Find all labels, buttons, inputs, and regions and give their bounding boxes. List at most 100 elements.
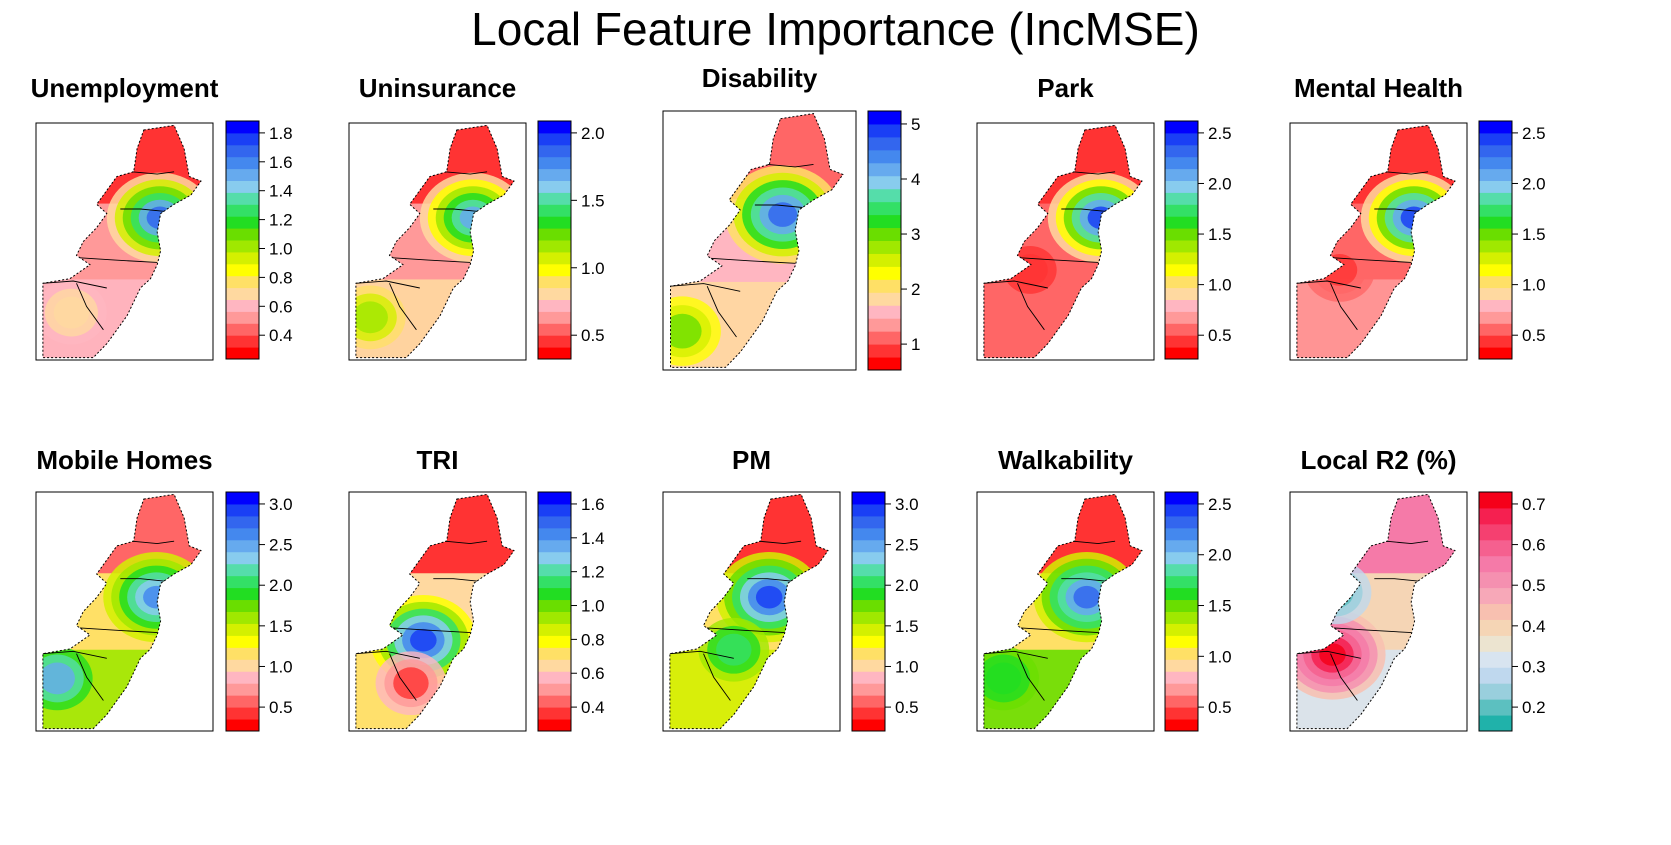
legend-swatch [868,111,901,125]
color-legend: 2.5 2.0 1.5 1.0 0.5 [1164,491,1232,732]
legend-swatch [538,539,571,553]
legend-swatch [1479,299,1512,312]
state-border [758,540,802,545]
legend-swatch [868,240,901,254]
legend-tick-label: 1.5 [1208,597,1232,616]
legend-tick-label: 2.5 [895,536,919,555]
color-legend: 2.5 2.0 1.5 1.0 0.5 [1478,120,1546,360]
legend-swatch [852,539,885,553]
legend-swatch [1479,132,1512,146]
map-panel: Walkability 2.5 2.0 1.5 1.0 0.5 [976,445,1232,732]
legend-swatch [868,344,901,358]
region-outline [983,493,1143,730]
state-border [42,650,107,659]
legend-swatch [868,214,901,229]
legend-swatch [1165,228,1198,241]
legend-tick-label: 1.4 [581,529,605,548]
legend-tick-label: 2.0 [1208,546,1232,565]
legend-tick-label: 0.3 [1522,657,1546,676]
legend-swatch [1479,587,1512,605]
legend-swatch [538,695,571,708]
state-border [120,208,165,212]
legend-swatch [1479,539,1512,557]
region-outline [1296,124,1456,359]
legend-tick-label: 0.5 [581,326,605,345]
legend-swatch [538,503,571,517]
legend-swatch [1165,599,1198,612]
panel-title: Uninsurance [359,73,517,103]
legend-frame [1164,491,1199,732]
legend-frame [1164,120,1199,360]
legend-swatch [868,227,901,241]
map-panel: Disability 5 4 3 2 1 [662,63,920,371]
legend-tick-label: 0.2 [1522,698,1546,717]
region-outline [669,493,829,730]
panel-title: PM [732,445,771,475]
legend-swatch [1479,204,1512,217]
legend-swatch [1165,527,1198,541]
legend-swatch [538,275,571,289]
legend-swatch [538,132,571,146]
legend-swatch [538,623,571,636]
legend-swatch [852,587,885,601]
legend-tick-label: 5 [911,115,920,134]
legend-swatch [852,707,885,720]
state-border [1020,257,1099,263]
legend-swatch [226,683,259,696]
legend-swatch [1479,651,1512,668]
legend-swatch [852,599,885,612]
legend-swatch [226,719,259,732]
legend-swatch [538,240,571,253]
legend-tick-label: 0.8 [581,630,605,649]
legend-swatch [1165,180,1198,193]
legend-swatch [538,515,571,529]
legend-tick-label: 1 [911,335,920,354]
legend-swatch [226,121,259,134]
legend-swatch [1479,168,1512,181]
legend-swatch [538,719,571,732]
legend-swatch [226,515,259,529]
legend-swatch [1165,492,1198,505]
legend-tick-label: 0.5 [895,698,919,717]
legend-tick-label: 0.5 [1522,326,1546,345]
legend-swatch [852,515,885,529]
map-panel: Local R2 (%) 0.7 0.6 0.5 0.4 0.3 0.2 [1289,445,1546,732]
legend-swatch [1165,240,1198,253]
map-panel: Unemployment 1.8 1.6 1.4 1.2 1.0 0.8 0.6 0.4 [31,73,293,361]
legend-swatch [538,228,571,241]
legend-swatch [538,251,571,265]
legend-swatch [1165,575,1198,589]
state-border [1061,578,1106,582]
legend-swatch [1165,299,1198,312]
legend-swatch [1479,699,1512,716]
legend-swatch [868,279,901,293]
legend-swatch [1165,647,1198,660]
legend-tick-label: 0.6 [581,664,605,683]
legend-swatch [1165,347,1198,360]
legend-swatch [852,503,885,517]
color-legend: 3.0 2.5 2.0 1.5 1.0 0.5 [851,491,919,732]
legend-swatch [1479,323,1512,336]
legend-tick-label: 2.0 [1208,174,1232,193]
legend-swatch [1165,695,1198,708]
legend-swatch [1479,507,1512,525]
legend-swatch [1165,192,1198,205]
legend-tick-label: 2.5 [1208,495,1232,514]
legend-swatch [538,144,571,158]
state-border [131,171,175,175]
legend-swatch [1165,611,1198,624]
legend-swatch [226,347,259,360]
legend-swatch [1165,204,1198,217]
state-border [355,650,420,659]
state-border [131,540,175,545]
legend-tick-label: 1.0 [1208,276,1232,295]
legend-swatch [538,287,571,300]
legend-tick-label: 2.5 [1522,124,1546,143]
legend-tick-label: 0.5 [269,698,293,717]
legend-swatch [538,575,571,589]
legend-swatch [852,563,885,577]
legend-swatch [226,527,259,541]
legend-tick-label: 1.0 [269,240,293,259]
legend-tick-label: 2.0 [581,124,605,143]
